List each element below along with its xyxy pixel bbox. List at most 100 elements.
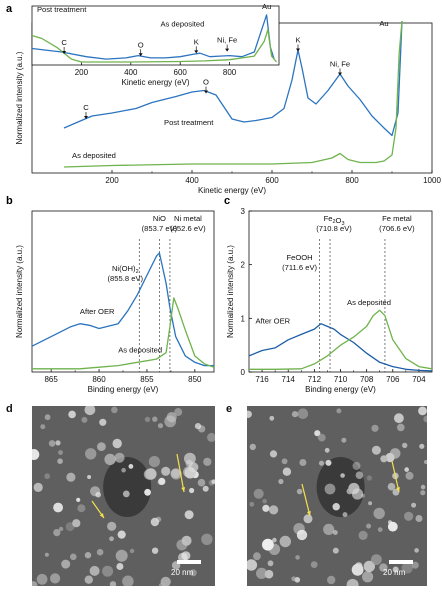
x-tick-label-c-0: 716 bbox=[255, 375, 269, 384]
sem-particle bbox=[53, 502, 63, 513]
sem-particle bbox=[346, 488, 353, 495]
peak-arrowhead-a_inset-0 bbox=[62, 50, 67, 54]
sem-particle bbox=[358, 530, 368, 540]
peak-arrowhead-a_main-2 bbox=[296, 48, 300, 52]
sem-particle bbox=[387, 521, 398, 532]
sem-particle bbox=[158, 582, 166, 586]
reference-label-c-1-span: 1 bbox=[323, 224, 327, 233]
reference-label-b-2-span: 5 bbox=[114, 274, 118, 283]
reference-label-b-0-span: . bbox=[157, 224, 159, 233]
reference-label-c-0-span: . bbox=[297, 263, 299, 272]
sem-particle bbox=[340, 473, 345, 478]
sem-particle bbox=[310, 561, 318, 568]
sem-particle bbox=[72, 519, 81, 528]
sem-particle bbox=[188, 462, 199, 473]
x-tick-label-a_main-1: 400 bbox=[185, 176, 199, 185]
sem-particle bbox=[267, 560, 274, 567]
y-axis-label-c: Normalized intensity (a.u.) bbox=[226, 245, 235, 338]
sem-particle bbox=[157, 423, 164, 429]
sem-particle bbox=[420, 484, 426, 490]
reference-label-b-0-span: 8 bbox=[144, 224, 148, 233]
sem-particle bbox=[256, 567, 268, 579]
sem-particle bbox=[324, 447, 330, 453]
sem-particle bbox=[371, 554, 382, 565]
series-label-a_main-1: As deposited bbox=[72, 151, 116, 160]
sem-particle bbox=[61, 559, 71, 569]
sem-particle bbox=[85, 448, 97, 460]
sem-particle bbox=[189, 487, 195, 494]
sem-particle bbox=[363, 560, 375, 573]
series-line-a_inset-1 bbox=[31, 28, 278, 63]
sem-particle bbox=[48, 440, 56, 447]
sem-particle bbox=[44, 552, 49, 557]
peak-label-a_main-1: O bbox=[203, 78, 209, 87]
sem-particle bbox=[111, 406, 118, 414]
sem-particle bbox=[152, 416, 158, 422]
sem-particle bbox=[332, 547, 339, 554]
peak-arrowhead-a_main-3 bbox=[338, 72, 342, 76]
reference-label-c-1-span: O bbox=[336, 216, 342, 225]
sem-particle bbox=[389, 448, 401, 459]
sem-particle bbox=[371, 424, 379, 432]
series-line-b-0 bbox=[31, 252, 214, 367]
sem-particle bbox=[84, 552, 92, 559]
sem-particle bbox=[143, 468, 155, 480]
peak-label-a_inset-0: C bbox=[61, 38, 67, 47]
sem-particle bbox=[84, 575, 93, 584]
reference-label-b-1-span: 8 bbox=[173, 224, 177, 233]
reference-label-b-0-span: ( bbox=[142, 224, 145, 233]
x-axis-label-c: Binding energy (eV) bbox=[305, 385, 376, 394]
sem-particle bbox=[366, 523, 372, 529]
sem-particle bbox=[249, 501, 255, 507]
axes-frame-a_inset bbox=[31, 5, 280, 66]
x-tick-label-a_inset-0: 200 bbox=[75, 68, 89, 77]
series-label-a_inset-1: As deposited bbox=[160, 20, 204, 29]
sem-particle bbox=[419, 443, 425, 449]
sem-particle bbox=[371, 445, 381, 455]
sem-particle bbox=[76, 497, 81, 502]
sem-particle bbox=[77, 504, 86, 513]
reference-label-c-0-span: 1 bbox=[293, 263, 297, 272]
reference-label-b-1-span: 5 bbox=[177, 224, 181, 233]
sem-particle bbox=[295, 555, 300, 560]
sem-particle bbox=[53, 529, 61, 537]
sem-particle bbox=[197, 478, 206, 487]
sem-micrograph-0 bbox=[32, 406, 215, 586]
series-line-c-0 bbox=[248, 323, 433, 372]
sem-particle bbox=[291, 576, 297, 582]
sem-particle bbox=[299, 459, 307, 466]
sem-particle bbox=[121, 467, 126, 473]
sem-particle bbox=[36, 573, 48, 585]
sem-particle bbox=[58, 526, 64, 532]
sem-particle bbox=[317, 433, 326, 442]
sem-particle bbox=[405, 471, 414, 480]
reference-label-c-2-span: 6 bbox=[397, 224, 401, 233]
sem-particle bbox=[181, 535, 192, 546]
sem-particle bbox=[109, 581, 117, 586]
reference-label-c-0-span: 6 bbox=[299, 263, 303, 272]
sem-particle bbox=[296, 488, 303, 495]
peak-label-a_main-4: Au bbox=[379, 19, 388, 28]
peak-arrowhead-a_inset-3 bbox=[225, 48, 230, 52]
sem-particle bbox=[122, 490, 130, 498]
reference-label-b-1-span: 2 bbox=[181, 224, 185, 233]
sem-particle bbox=[171, 468, 180, 478]
x-tick-label-c-5: 706 bbox=[386, 375, 400, 384]
panel-label-a: a bbox=[6, 3, 13, 15]
sem-particle bbox=[122, 575, 134, 586]
sem-particle bbox=[423, 415, 427, 423]
series-line-a_main-1 bbox=[63, 20, 403, 168]
reference-label-b-2-line-1: (855.8 eV) bbox=[108, 274, 144, 283]
sem-particle bbox=[342, 512, 348, 518]
scale-bar bbox=[389, 560, 413, 564]
sem-particle bbox=[282, 467, 292, 476]
reference-label-b-2-span: 8 bbox=[110, 274, 114, 283]
sem-particle bbox=[397, 423, 405, 432]
sem-particle bbox=[164, 415, 177, 428]
scale-bar-label: 20 nm bbox=[383, 568, 406, 577]
sem-particle bbox=[336, 408, 342, 414]
reference-label-b-2-span: 8 bbox=[125, 274, 129, 283]
reference-label-c-1-span: ( bbox=[316, 224, 319, 233]
sem-particle bbox=[44, 473, 51, 480]
